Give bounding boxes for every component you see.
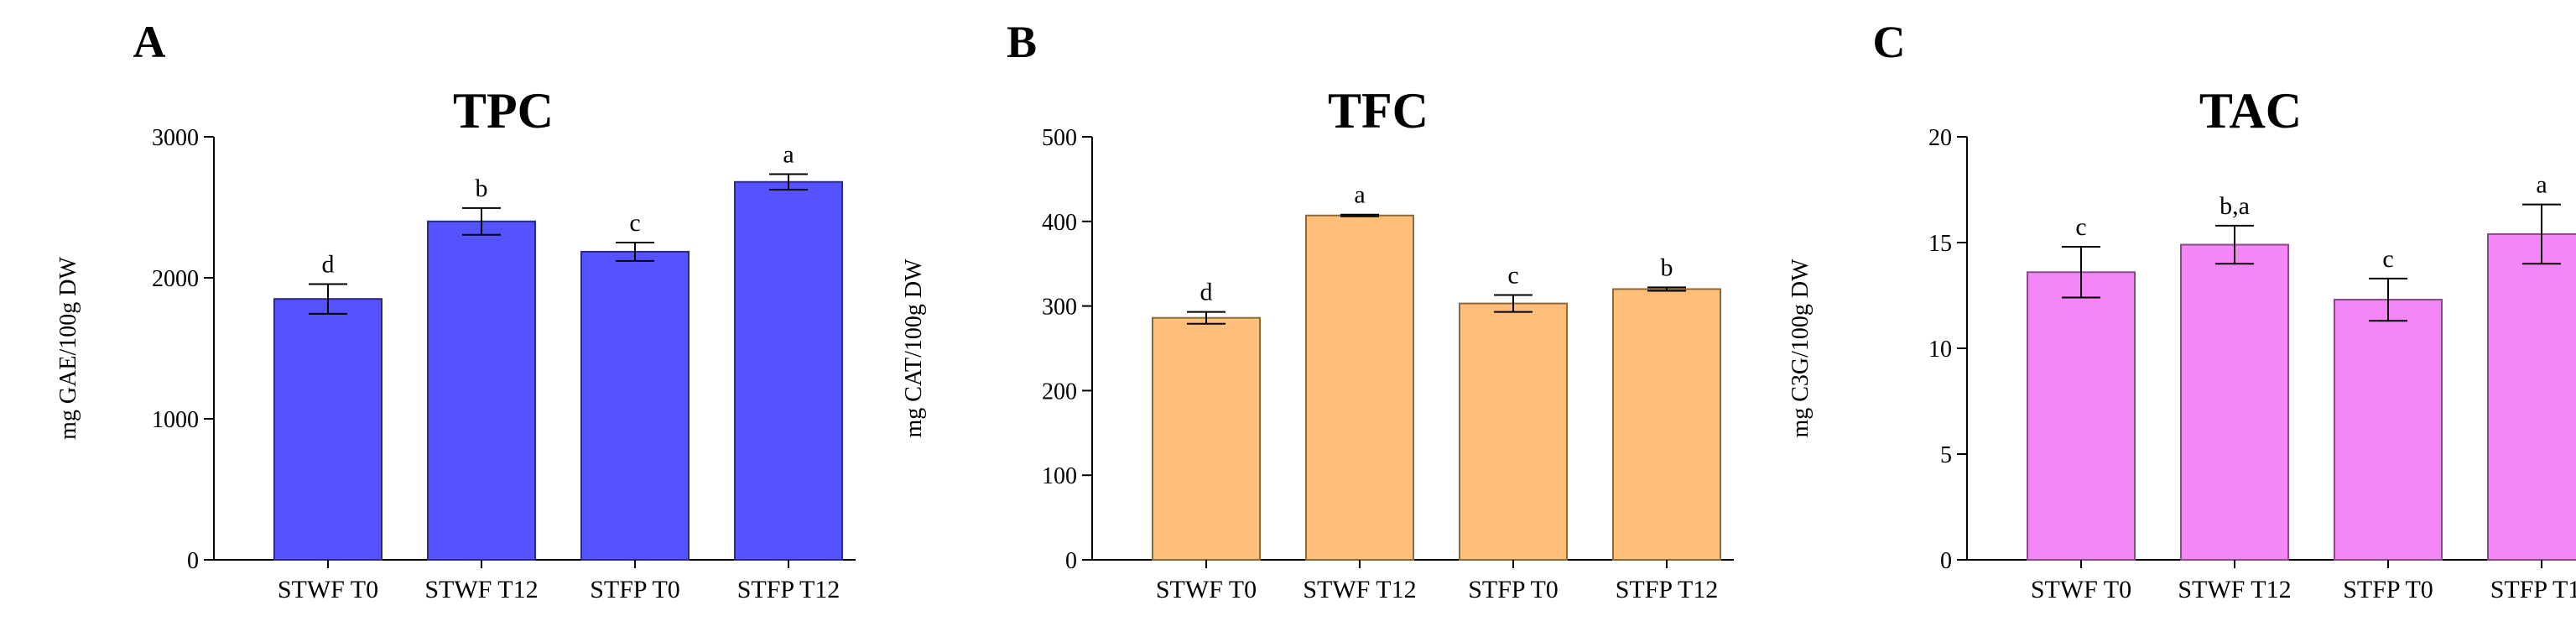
significance-label: c: [2075, 213, 2086, 241]
y-tick-label: 10: [1928, 337, 1952, 363]
x-tick-label: STFP T12: [737, 576, 840, 603]
bar: [1305, 214, 1414, 561]
chart-title: TAC: [2199, 83, 2302, 138]
y-tick-label: 0: [187, 548, 199, 574]
y-tick-label: 2000: [152, 266, 199, 292]
significance-label: a: [1354, 181, 1365, 209]
x-tick-label: STWF T0: [2031, 576, 2131, 603]
bar: [580, 250, 690, 561]
y-tick-label: 0: [1065, 548, 1077, 574]
y-axis-label: mg GAE/100g DW: [55, 257, 81, 440]
x-tick-label: STWF T12: [1303, 576, 1416, 603]
bar: [1612, 288, 1721, 561]
y-tick-label: 0: [1940, 548, 1952, 574]
bar: [2487, 232, 2576, 561]
x-tick-label: STWF T0: [1156, 576, 1257, 603]
y-tick-label: 15: [1928, 231, 1952, 257]
x-tick-label: STFP T0: [590, 576, 680, 603]
chart-panel-tac: C TAC mg C3G/100g DW 0 5 10 15 20 c STWF T0 b,a STW…: [1788, 17, 2576, 603]
significance-label: d: [322, 251, 335, 279]
y-tick-label: 300: [1042, 295, 1077, 321]
significance-label: c: [2382, 245, 2393, 273]
panel-letter: C: [1873, 17, 1906, 67]
significance-label: a: [2536, 171, 2547, 199]
chart-title: TPC: [453, 83, 554, 138]
bar: [1152, 316, 1261, 561]
chart-title: TFC: [1328, 83, 1429, 138]
y-axis-label: mg C3G/100g DW: [1788, 259, 1814, 438]
x-tick-label: STWF T0: [278, 576, 378, 603]
x-tick-label: STWF T12: [2178, 576, 2291, 603]
y-tick-label: 20: [1928, 125, 1952, 151]
bar: [734, 180, 843, 561]
x-tick-label: STFP T12: [2490, 576, 2576, 603]
bar: [2334, 299, 2443, 561]
y-tick-label: 100: [1042, 463, 1077, 489]
y-tick-label: 200: [1042, 379, 1077, 405]
bar: [427, 220, 536, 561]
y-tick-label: 5: [1940, 442, 1952, 468]
significance-label: b,a: [2220, 192, 2250, 220]
chart-panel-tpc: A TPC mg GAE/100g DW 0 1000 2000 3000 d STWF T0 b…: [55, 17, 856, 603]
y-tick-label: 500: [1042, 125, 1077, 151]
y-tick-label: 3000: [152, 125, 199, 151]
bar: [273, 298, 382, 561]
significance-label: c: [1507, 261, 1518, 289]
chart-panel-tfc: B TFC mg CAT/100g DW 0 100 200 300 400 500 d STWF …: [901, 17, 1734, 603]
panel-letter: B: [1007, 17, 1037, 67]
x-tick-label: STFP T12: [1616, 576, 1719, 603]
y-tick-label: 400: [1042, 210, 1077, 236]
significance-label: d: [1200, 279, 1213, 306]
bar: [1459, 302, 1568, 561]
bar: [2180, 243, 2289, 561]
significance-label: c: [629, 209, 640, 237]
significance-label: b: [1661, 253, 1673, 281]
bar: [2027, 271, 2136, 561]
x-tick-label: STWF T12: [424, 576, 538, 603]
x-tick-label: STFP T0: [1468, 576, 1559, 603]
y-tick-label: 1000: [152, 407, 199, 433]
x-tick-label: STFP T0: [2343, 576, 2433, 603]
panel-letter: A: [133, 17, 166, 67]
y-axis-label: mg CAT/100g DW: [901, 259, 927, 438]
significance-label: a: [783, 141, 794, 169]
significance-label: b: [476, 175, 488, 202]
